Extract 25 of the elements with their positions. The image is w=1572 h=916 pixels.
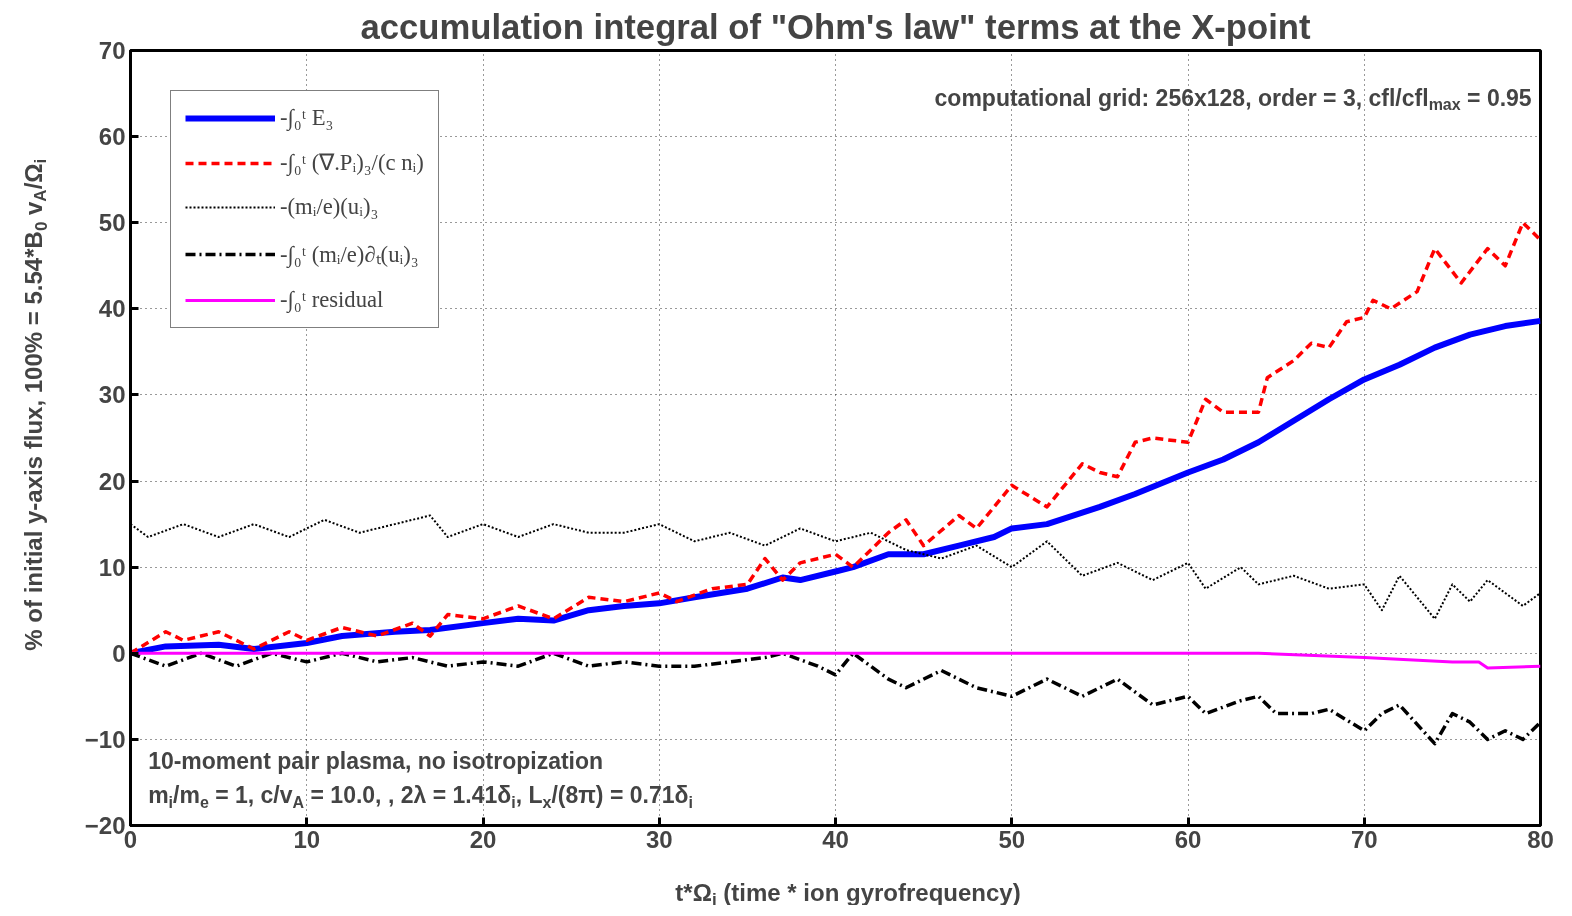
y-tick-label: 60 <box>98 123 126 151</box>
legend-label: -(mᵢ/e)(uᵢ)₃ <box>280 194 379 220</box>
legend-label: -∫₀ᵗ (∇.Pᵢ)₃/(c nᵢ) <box>280 149 424 176</box>
x-tick-label: 50 <box>998 825 1026 853</box>
chart-title: accumulation integral of "Ohm's law" terms at the X-point <box>360 7 1311 46</box>
y-tick-label: 0 <box>112 639 126 667</box>
legend-label: -∫₀ᵗ (mᵢ/e)∂ₜ(uᵢ)₃ <box>280 241 419 269</box>
y-tick-label: 70 <box>98 37 126 64</box>
x-tick-label: 70 <box>1350 825 1378 853</box>
x-tick-label: 60 <box>1174 825 1202 853</box>
y-tick-label: 30 <box>98 381 126 409</box>
legend-label: -∫₀ᵗ E₃ <box>280 105 334 131</box>
annotation: 10-moment pair plasma, no isotropization <box>148 747 604 774</box>
x-tick-label: 80 <box>1527 825 1554 853</box>
y-tick-label: −10 <box>84 725 126 753</box>
legend-label: -∫₀ᵗ residual <box>280 287 384 313</box>
y-tick-label: 20 <box>98 467 126 495</box>
y-tick-label: 10 <box>98 553 126 581</box>
x-tick-label: 10 <box>293 825 321 853</box>
y-tick-label: 50 <box>98 209 126 237</box>
x-tick-label: 40 <box>822 825 849 853</box>
x-tick-label: 20 <box>469 825 497 853</box>
x-tick-label: 30 <box>645 825 673 853</box>
y-tick-label: 40 <box>98 295 126 323</box>
y-axis-title: % of initial y-axis flux, 100% = 5.54*B0 vA/Ωi <box>20 158 51 651</box>
